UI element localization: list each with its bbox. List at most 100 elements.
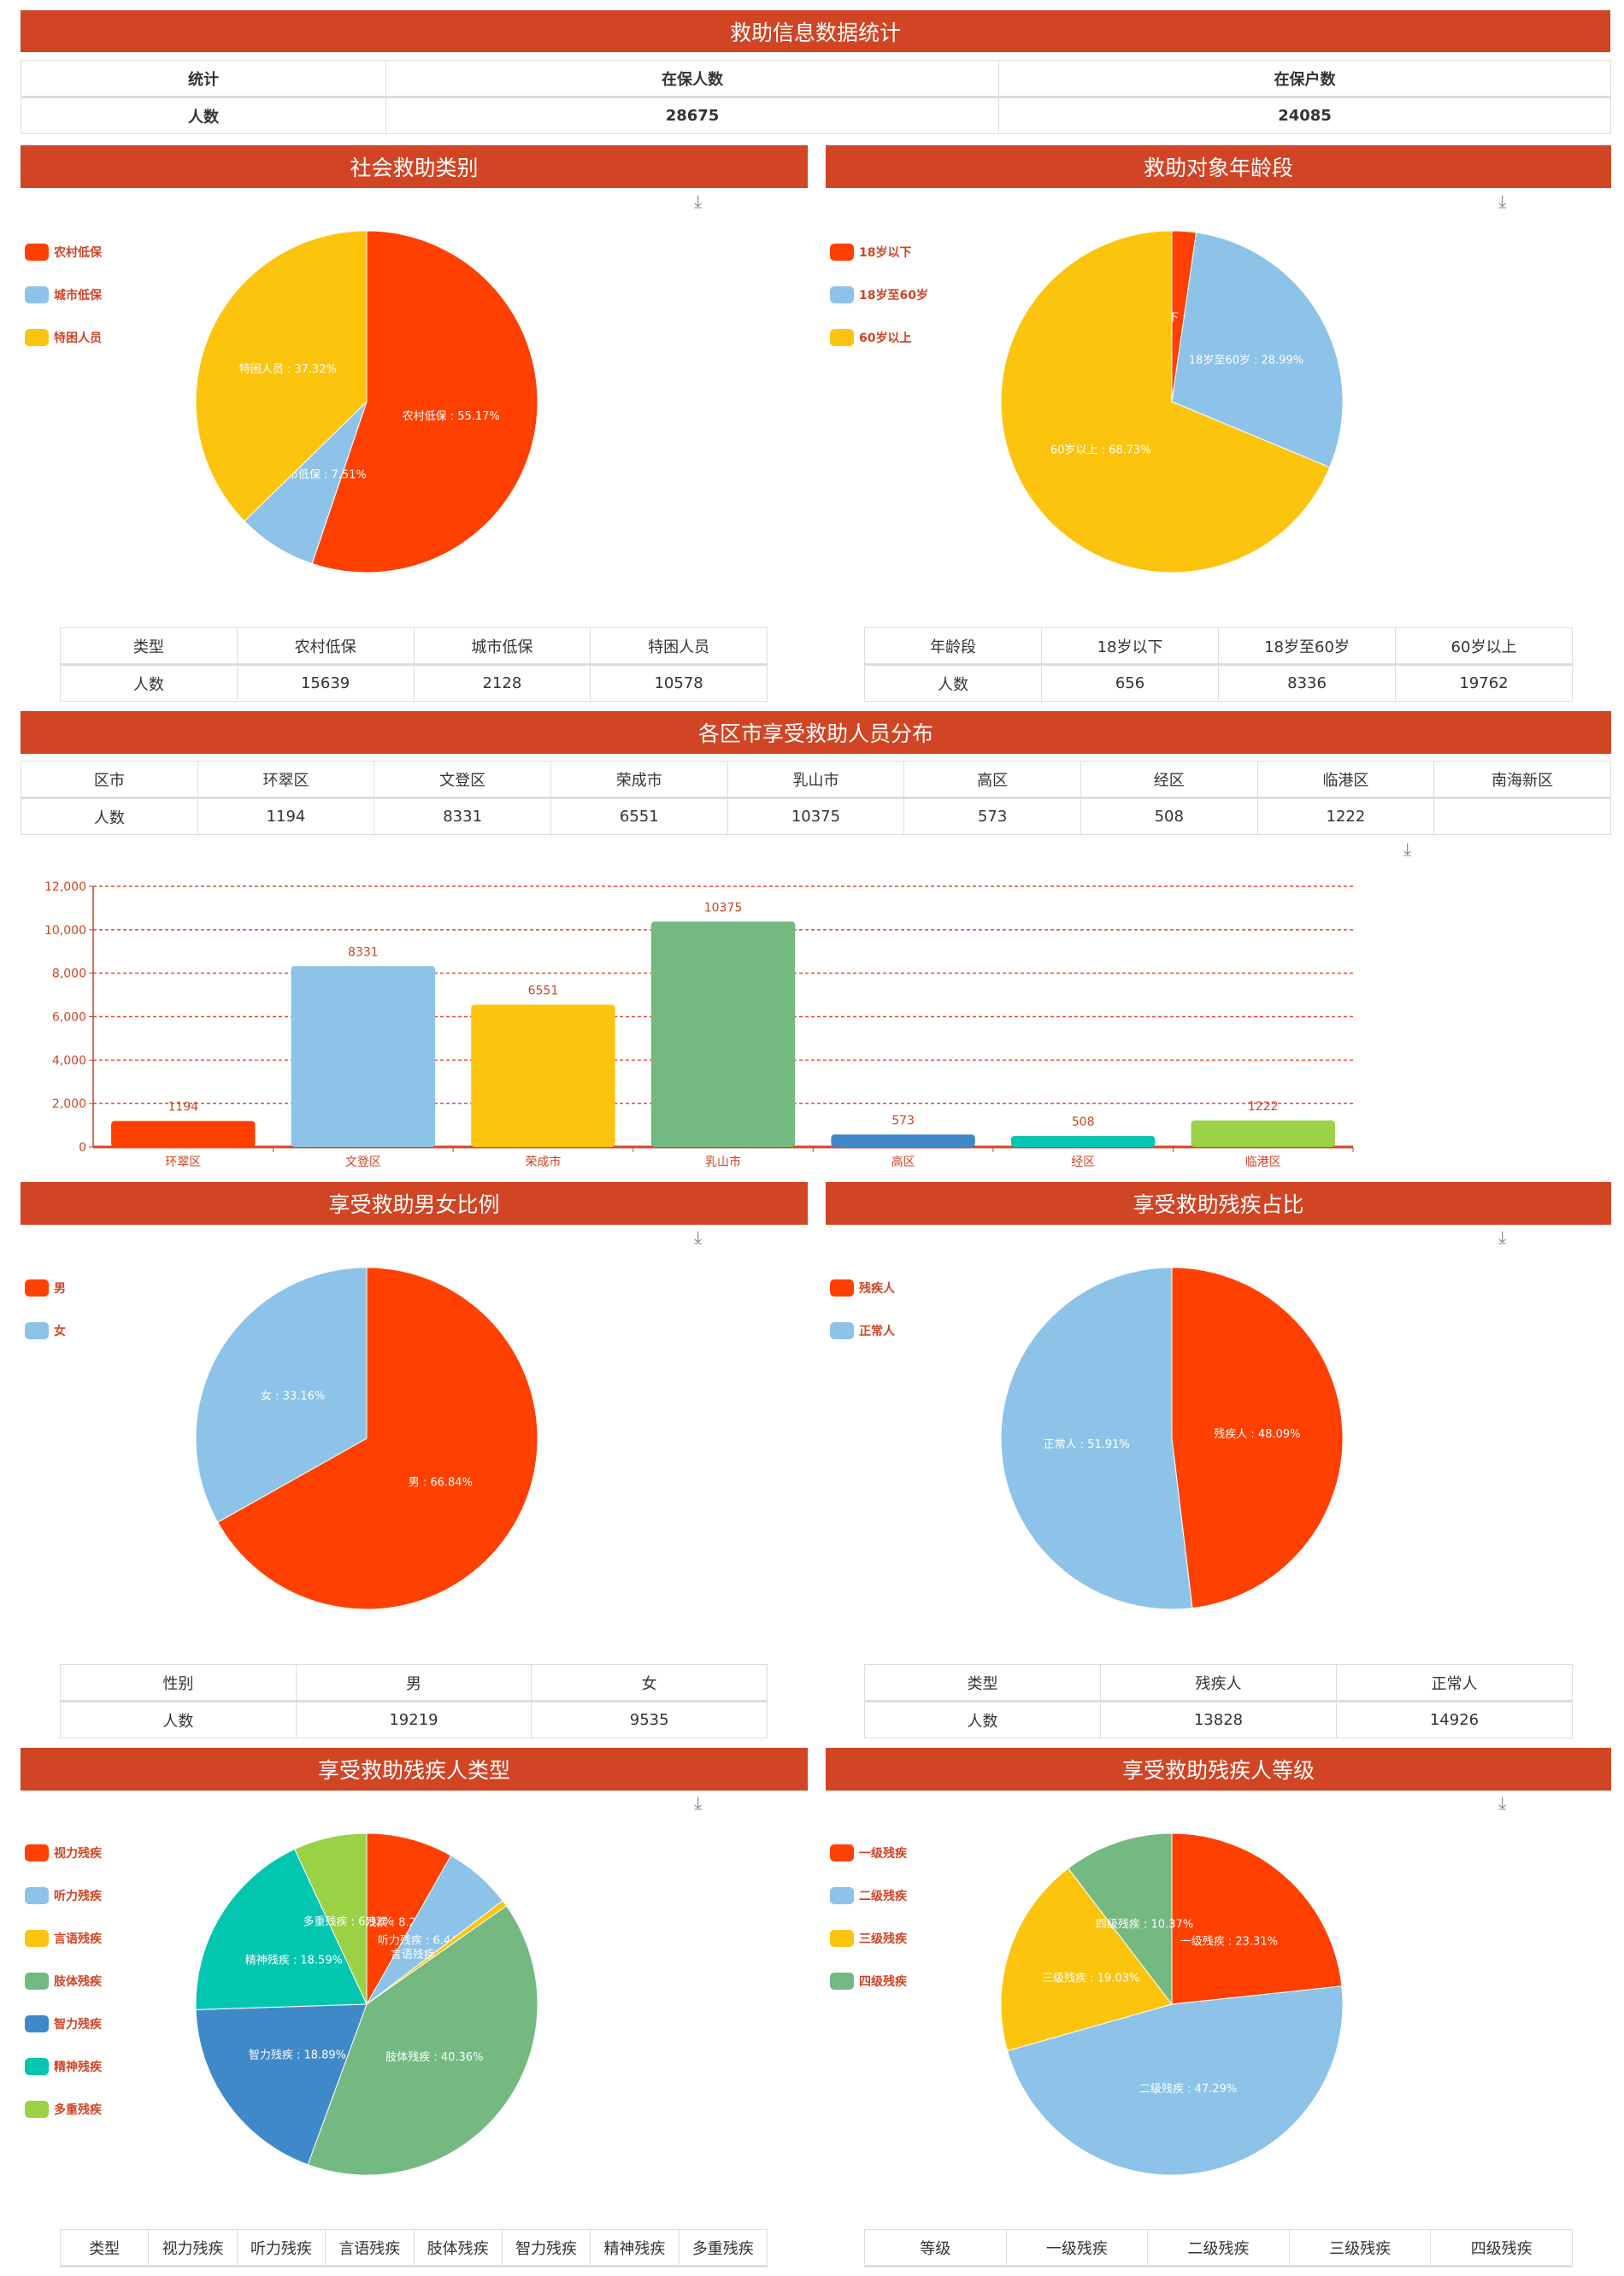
legend-item[interactable]: 三级残疾	[830, 1917, 907, 1960]
table-header-row: 年龄段 18岁以下 18岁至60岁 60岁以上	[864, 627, 1573, 666]
table-cell: 人数	[60, 1701, 297, 1738]
legend-item[interactable]: 视力残疾	[25, 1832, 102, 1874]
download-icon[interactable]: ⤓	[694, 1227, 703, 1248]
x-tick-label: 乳山市	[705, 1155, 741, 1169]
download-icon[interactable]: ⤓	[1498, 1227, 1507, 1248]
bar	[471, 1004, 615, 1147]
table-header-row: 类型 视力残疾 听力残疾 言语残疾 肢体残疾 智力残疾 精神残疾 多重残疾	[59, 2229, 768, 2267]
pie-slice	[311, 230, 538, 573]
summary-table: 统计 在保人数 在保户数 人数 28675 24085	[21, 60, 1611, 134]
y-tick-label: 0	[79, 1141, 86, 1155]
legend-item[interactable]: 男	[25, 1267, 66, 1309]
legend-item[interactable]: 多重残疾	[25, 2088, 102, 2131]
legend-item[interactable]: 女	[25, 1309, 66, 1352]
legend-item[interactable]: 二级残疾	[830, 1874, 907, 1917]
table-header-row: 等级 一级残疾 二级残疾 三级残疾 四级残疾	[864, 2229, 1573, 2267]
legend-item[interactable]: 听力残疾	[25, 1874, 102, 1917]
table-header-cell: 残疾人	[1100, 1664, 1337, 1703]
table-cell: 人数	[60, 664, 238, 702]
section-title-disabled-ratio: 享受救助残疾占比	[826, 1182, 1611, 1225]
legend-item[interactable]: 特困人员	[25, 316, 102, 359]
legend-item[interactable]: 18岁至60岁	[830, 273, 928, 316]
legend-label: 视力残疾	[54, 1847, 102, 1861]
table-header-cell: 视力残疾	[148, 2229, 238, 2267]
legend-item[interactable]: 四级残疾	[830, 1960, 907, 2003]
legend-label: 言语残疾	[54, 1932, 102, 1946]
bar	[111, 1120, 256, 1147]
legend-item[interactable]: 60岁以上	[830, 316, 928, 359]
table-cell: 656	[1041, 664, 1219, 702]
table-header-cell: 等级	[864, 2229, 1007, 2267]
summary-cell: 28675	[385, 97, 999, 134]
x-tick-label: 环翠区	[165, 1156, 201, 1169]
download-icon[interactable]: ⤓	[694, 191, 703, 212]
table-cell: 508	[1080, 797, 1258, 835]
table-header-cell: 18岁至60岁	[1218, 627, 1396, 666]
table-header-cell: 特困人员	[590, 627, 768, 666]
legend-item[interactable]: 正常人	[830, 1309, 895, 1352]
summary-header: 统计	[21, 60, 386, 98]
download-icon[interactable]: ⤓	[694, 1793, 703, 1814]
table-header-cell: 肢体残疾	[413, 2229, 503, 2267]
legend-item[interactable]: 精神残疾	[25, 2045, 102, 2088]
legend-label: 精神残疾	[54, 2061, 102, 2074]
table-cell: 10375	[727, 797, 905, 835]
table-cell: 6551	[550, 797, 728, 835]
legend-gender: 男女	[25, 1267, 66, 1352]
pie-label: 三级残疾 : 19.03%	[1042, 1972, 1139, 1985]
pie-slice	[307, 1905, 538, 2176]
table-row: 人数 656 8336 19762	[864, 664, 1573, 702]
x-tick-label: 临港区	[1245, 1156, 1281, 1169]
bar-value-label: 6551	[528, 984, 559, 997]
legend-item[interactable]: 18岁以下	[830, 231, 928, 273]
bar	[1191, 1120, 1335, 1147]
bar	[650, 921, 796, 1147]
y-tick-label: 8,000	[52, 967, 86, 981]
legend-swatch	[25, 1279, 49, 1297]
pie-slice	[1171, 232, 1344, 468]
legend-label: 三级残疾	[859, 1932, 907, 1946]
legend-item[interactable]: 一级残疾	[830, 1832, 907, 1874]
table-assist-type: 类型 农村低保 城市低保 特困人员 人数 15639 2128 10578	[60, 627, 768, 702]
table-cell: 8331	[374, 797, 551, 835]
legend-label: 多重残疾	[54, 2103, 102, 2117]
table-row: 人数 1194 8331 6551 10375 573 508 1222	[21, 797, 1611, 835]
table-header-cell: 四级残疾	[1430, 2229, 1573, 2267]
download-icon[interactable]: ⤓	[1498, 1793, 1507, 1814]
legend-assist-type: 农村低保 城市低保 特困人员	[25, 231, 102, 359]
legend-item[interactable]: 智力残疾	[25, 2003, 102, 2045]
bar	[831, 1134, 975, 1147]
legend-swatch	[25, 286, 49, 303]
legend-item[interactable]: 城市低保	[25, 273, 102, 316]
download-icon[interactable]: ⤓	[1498, 191, 1507, 212]
table-cell: 1194	[197, 797, 375, 835]
y-tick-label: 2,000	[52, 1097, 86, 1111]
legend-label: 二级残疾	[859, 1890, 907, 1903]
pie-slice	[1068, 1832, 1173, 2006]
legend-label: 智力残疾	[54, 2018, 102, 2032]
legend-swatch	[25, 1930, 49, 1947]
legend-item[interactable]: 残疾人	[830, 1267, 895, 1309]
table-header-cell: 智力残疾	[501, 2229, 591, 2267]
table-header-cell: 南海新区	[1433, 761, 1611, 799]
table-cell: 9535	[531, 1701, 768, 1738]
legend-swatch	[25, 1844, 49, 1861]
legend-item[interactable]: 肢体残疾	[25, 1960, 102, 2003]
table-cell	[1433, 797, 1611, 835]
legend-age: 18岁以下 18岁至60岁 60岁以上	[830, 231, 928, 359]
legend-item[interactable]: 言语残疾	[25, 1917, 102, 1960]
x-tick-label: 文登区	[345, 1156, 381, 1169]
summary-cell: 人数	[21, 97, 386, 134]
table-cell: 10578	[590, 664, 768, 702]
pie-slice	[1000, 1267, 1193, 1610]
table-cell: 8336	[1218, 664, 1396, 702]
download-icon[interactable]: ⤓	[1403, 839, 1412, 860]
x-tick-label: 高区	[891, 1155, 915, 1169]
legend-item[interactable]: 农村低保	[25, 231, 102, 273]
pie-slice	[1000, 230, 1331, 573]
legend-label: 18岁至60岁	[859, 289, 928, 303]
table-disability-type: 类型 视力残疾 听力残疾 言语残疾 肢体残疾 智力残疾 精神残疾 多重残疾	[59, 2229, 768, 2267]
pie-label: 二级残疾 : 47.29%	[1139, 2083, 1237, 2096]
table-cell: 573	[903, 797, 1081, 835]
legend-swatch	[25, 1322, 49, 1339]
